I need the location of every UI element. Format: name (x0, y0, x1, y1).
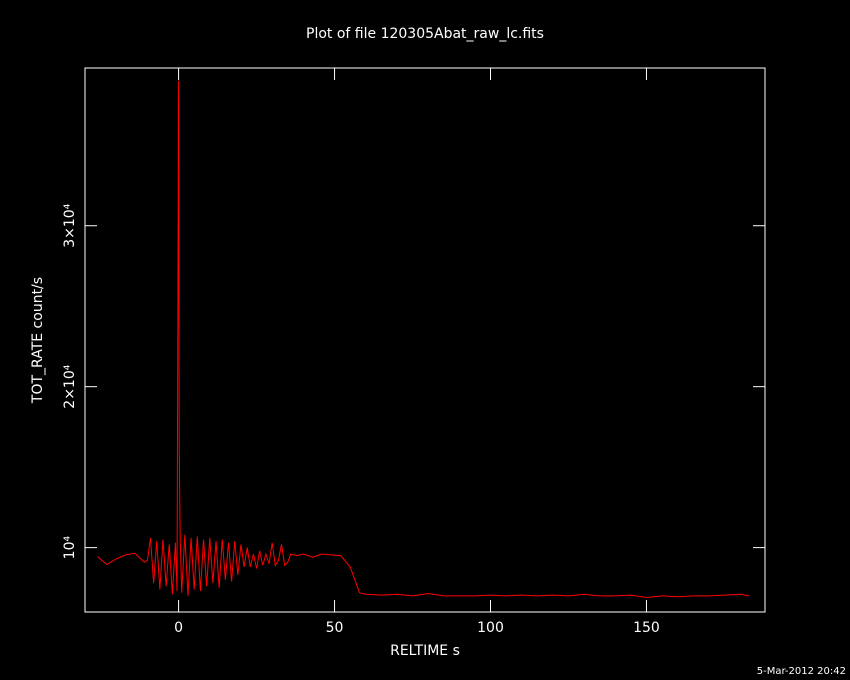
x-axis-label: RELTIME s (390, 643, 460, 659)
y-tick-label: 3×10⁴ (62, 203, 78, 247)
plot-frame (84, 67, 766, 613)
footer: 5-Mar-2012 20:42 (757, 666, 846, 677)
y-tick-label: 10⁴ (62, 536, 78, 560)
x-tick-label: 0 (174, 620, 183, 636)
x-tick-label: 150 (633, 620, 660, 636)
y-axis-label: TOT_RATE count/s (30, 277, 46, 404)
x-tick-label: 50 (326, 620, 344, 636)
y-tick-label: 2×10⁴ (62, 364, 78, 408)
x-tick-label: 100 (477, 620, 504, 636)
data-line (97, 80, 750, 599)
chart-title: Plot of file 120305Abat_raw_lc.fits (306, 26, 544, 42)
